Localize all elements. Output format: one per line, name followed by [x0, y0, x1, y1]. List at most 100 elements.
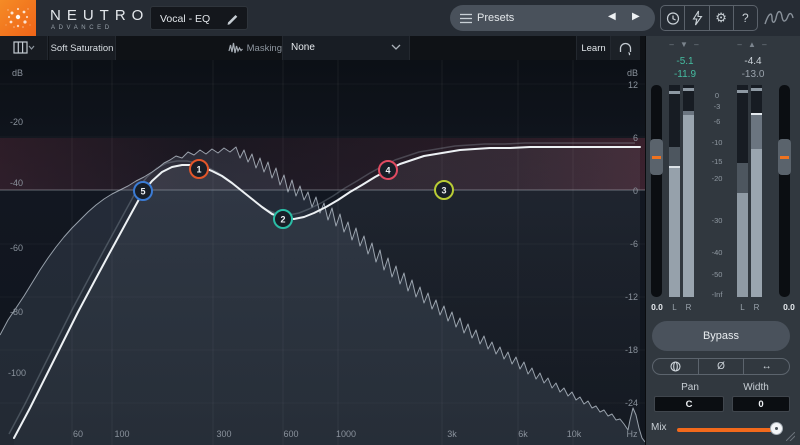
- soft-saturation-label: Soft Saturation: [50, 42, 114, 54]
- pan-value-box[interactable]: C: [654, 396, 724, 412]
- output-right-label: R: [753, 303, 760, 312]
- zero-latency-button[interactable]: [685, 6, 710, 30]
- svg-text:-12: -12: [625, 292, 638, 302]
- masking-source-dropdown[interactable]: None: [282, 36, 410, 60]
- input-meter-right: [683, 85, 694, 297]
- masking-label: Masking: [246, 42, 282, 54]
- channel-mode-buttons: Ø ↔: [652, 358, 790, 375]
- preset-name-field[interactable]: Vocal - EQ: [150, 6, 248, 30]
- swap-arrows-icon: ↔: [761, 361, 772, 372]
- meter-scale-50: -50: [711, 270, 723, 279]
- learn-button[interactable]: Learn: [576, 36, 610, 60]
- presets-label: Presets: [477, 12, 515, 24]
- output-meter-left: [737, 85, 748, 297]
- svg-text:12: 12: [628, 80, 638, 90]
- svg-text:dB: dB: [12, 68, 23, 78]
- soft-saturation-button[interactable]: Soft Saturation: [49, 36, 116, 60]
- svg-text:2: 2: [280, 215, 285, 225]
- input-meter-left: [669, 85, 680, 297]
- width-value: 0: [758, 398, 764, 410]
- svg-text:100: 100: [114, 429, 129, 439]
- header-bar: NEUTRON ADVANCED Vocal - EQ Presets ◀ ▶: [0, 0, 800, 36]
- help-button[interactable]: ?: [734, 6, 757, 30]
- masking-toggle[interactable]: Masking: [228, 36, 282, 60]
- left-axis-labels: dB -20 -40 -60 -80 -100: [8, 68, 26, 378]
- header-icon-group: ⚙ ?: [660, 5, 758, 31]
- svg-text:-40: -40: [10, 178, 23, 188]
- svg-text:6: 6: [633, 133, 638, 143]
- output-fader-handle[interactable]: [778, 139, 791, 175]
- learn-label: Learn: [581, 42, 606, 54]
- pan-value: C: [685, 398, 693, 410]
- bypass-button[interactable]: Bypass: [652, 321, 790, 351]
- history-button[interactable]: [661, 6, 686, 30]
- input-fader-handle[interactable]: [650, 139, 663, 175]
- width-value-box[interactable]: 0: [732, 396, 790, 412]
- phase-invert-button[interactable]: Ø: [699, 359, 745, 374]
- preset-name-label: Vocal - EQ: [160, 13, 211, 25]
- meter-scale-0: 0: [714, 91, 720, 100]
- settings-button[interactable]: ⚙: [710, 6, 734, 30]
- chevron-down-icon: [391, 44, 401, 50]
- svg-text:10k: 10k: [567, 429, 582, 439]
- output-fader-value: 0.0: [783, 302, 795, 312]
- io-meter-panel: – ▼ – – ▲ – -5.1 -11.9 -4.4 -13.0: [645, 36, 800, 445]
- neutron-logo[interactable]: [0, 0, 36, 36]
- resize-grip[interactable]: [786, 432, 795, 441]
- fader-line: [652, 156, 661, 159]
- eq-band-node-1[interactable]: 1: [189, 159, 209, 179]
- input-left-label: L: [672, 303, 677, 312]
- meter-scale-3: -3: [713, 102, 721, 111]
- frequency-axis-labels: 60 100 300 600 1000 3k 6k 10k Hz: [73, 429, 638, 439]
- next-preset-button[interactable]: ▶: [632, 11, 640, 22]
- eq-band-node-3[interactable]: 3: [434, 180, 454, 200]
- svg-text:Hz: Hz: [627, 429, 638, 439]
- right-axis-labels: dB 12 6 0 -6 -12 -18 -24: [625, 68, 638, 408]
- help-icon: ?: [742, 11, 749, 25]
- meter-scale-30: -30: [711, 216, 723, 225]
- headphone-icon: [619, 42, 632, 56]
- edit-pencil-icon[interactable]: [225, 11, 241, 27]
- previous-preset-button[interactable]: ◀: [608, 11, 616, 22]
- channel-swap-button[interactable]: ↔: [744, 359, 789, 374]
- output-left-label: L: [740, 303, 745, 312]
- svg-text:3: 3: [441, 186, 446, 196]
- masking-source-value: None: [291, 42, 315, 53]
- presets-browser-button[interactable]: Presets ◀ ▶: [450, 5, 655, 31]
- eq-listen-button[interactable]: [610, 36, 640, 60]
- svg-text:-60: -60: [10, 243, 23, 253]
- lightning-icon: [692, 10, 703, 26]
- fader-line: [780, 156, 789, 159]
- eq-band-node-2[interactable]: 2: [273, 209, 293, 229]
- input-gain-marker[interactable]: – ▼ –: [669, 40, 701, 49]
- svg-text:1: 1: [196, 165, 201, 175]
- eq-spectrum-graph[interactable]: 1 2 3 4 5 dB -20 -40 -60 -80 -100 dB: [0, 60, 645, 445]
- meter-scale-15: -15: [711, 157, 723, 166]
- band-view-button[interactable]: [0, 36, 48, 60]
- brand-name: NEUTRON: [50, 7, 167, 24]
- output-peak-value: -4.4: [744, 56, 762, 67]
- mix-slider-handle[interactable]: [770, 422, 783, 435]
- stereo-mode-button[interactable]: [653, 359, 699, 374]
- svg-text:3k: 3k: [447, 429, 457, 439]
- svg-text:0: 0: [633, 186, 638, 196]
- gear-icon: ⚙: [715, 10, 727, 25]
- izotope-logo[interactable]: [763, 8, 795, 28]
- eq-band-node-5[interactable]: 5: [133, 181, 153, 201]
- output-gain-fader[interactable]: [778, 85, 791, 297]
- svg-text:dB: dB: [627, 68, 638, 78]
- svg-text:-24: -24: [625, 398, 638, 408]
- mix-slider[interactable]: [677, 428, 777, 432]
- svg-text:-18: -18: [625, 345, 638, 355]
- input-gain-fader[interactable]: [650, 85, 663, 297]
- eq-band-node-4[interactable]: 4: [378, 160, 398, 180]
- output-meter-right: [751, 85, 762, 297]
- svg-text:-6: -6: [630, 239, 638, 249]
- history-icon: [666, 12, 679, 25]
- meter-scale-40: -40: [711, 248, 723, 257]
- svg-text:600: 600: [283, 429, 298, 439]
- output-rms-value: -13.0: [741, 69, 765, 80]
- input-peak-value: -5.1: [676, 56, 694, 67]
- output-gain-marker[interactable]: – ▲ –: [737, 40, 769, 49]
- input-rms-value: -11.9: [673, 69, 697, 80]
